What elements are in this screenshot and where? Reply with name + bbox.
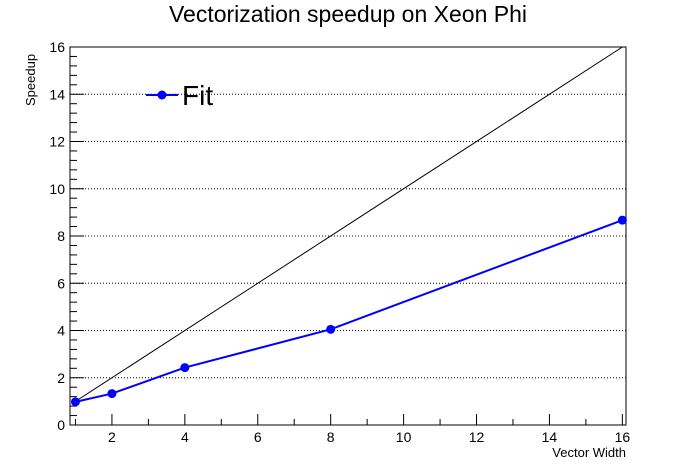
y-tick-label: 16 — [49, 39, 65, 55]
legend: Fit — [146, 80, 213, 111]
x-tick-label: 12 — [469, 429, 485, 445]
x-tick-label: 4 — [181, 429, 189, 445]
y-tick-label: 2 — [57, 370, 65, 386]
reference-line — [75, 46, 623, 402]
axis-tick-labels: 0 2 4 6 8 10 12 14 16 2 4 6 8 10 12 14 16 — [49, 39, 630, 445]
plot-frame — [69, 46, 627, 426]
series-layer — [70, 215, 627, 407]
legend-marker — [157, 90, 167, 100]
x-axis-title: Vector Width — [552, 445, 626, 460]
axis-ticks — [70, 46, 623, 426]
y-tick-label: 14 — [49, 86, 65, 102]
series-line — [75, 219, 623, 403]
chart-title: Vectorization speedup on Xeon Phi — [169, 1, 527, 27]
reference-line-path — [75, 46, 623, 402]
x-tick-label: 6 — [254, 429, 262, 445]
x-tick-label: 16 — [615, 429, 631, 445]
y-tick-label: 4 — [57, 323, 65, 339]
y-tick-label: 6 — [57, 275, 65, 291]
y-tick-label: 12 — [49, 134, 65, 150]
x-tick-label: 2 — [108, 429, 116, 445]
y-tick-label: 0 — [57, 417, 65, 433]
y-axis-title: Speedup — [23, 54, 38, 106]
gridlines — [70, 93, 626, 379]
legend-label: Fit — [182, 80, 213, 111]
data-point — [617, 215, 627, 225]
x-tick-label: 10 — [396, 429, 412, 445]
y-tick-label: 10 — [49, 181, 65, 197]
data-point — [326, 324, 336, 334]
x-tick-label: 14 — [542, 429, 558, 445]
data-point — [180, 363, 190, 373]
y-tick-label: 8 — [57, 228, 65, 244]
data-point — [107, 389, 117, 399]
x-tick-label: 8 — [327, 429, 335, 445]
data-point — [70, 397, 80, 407]
